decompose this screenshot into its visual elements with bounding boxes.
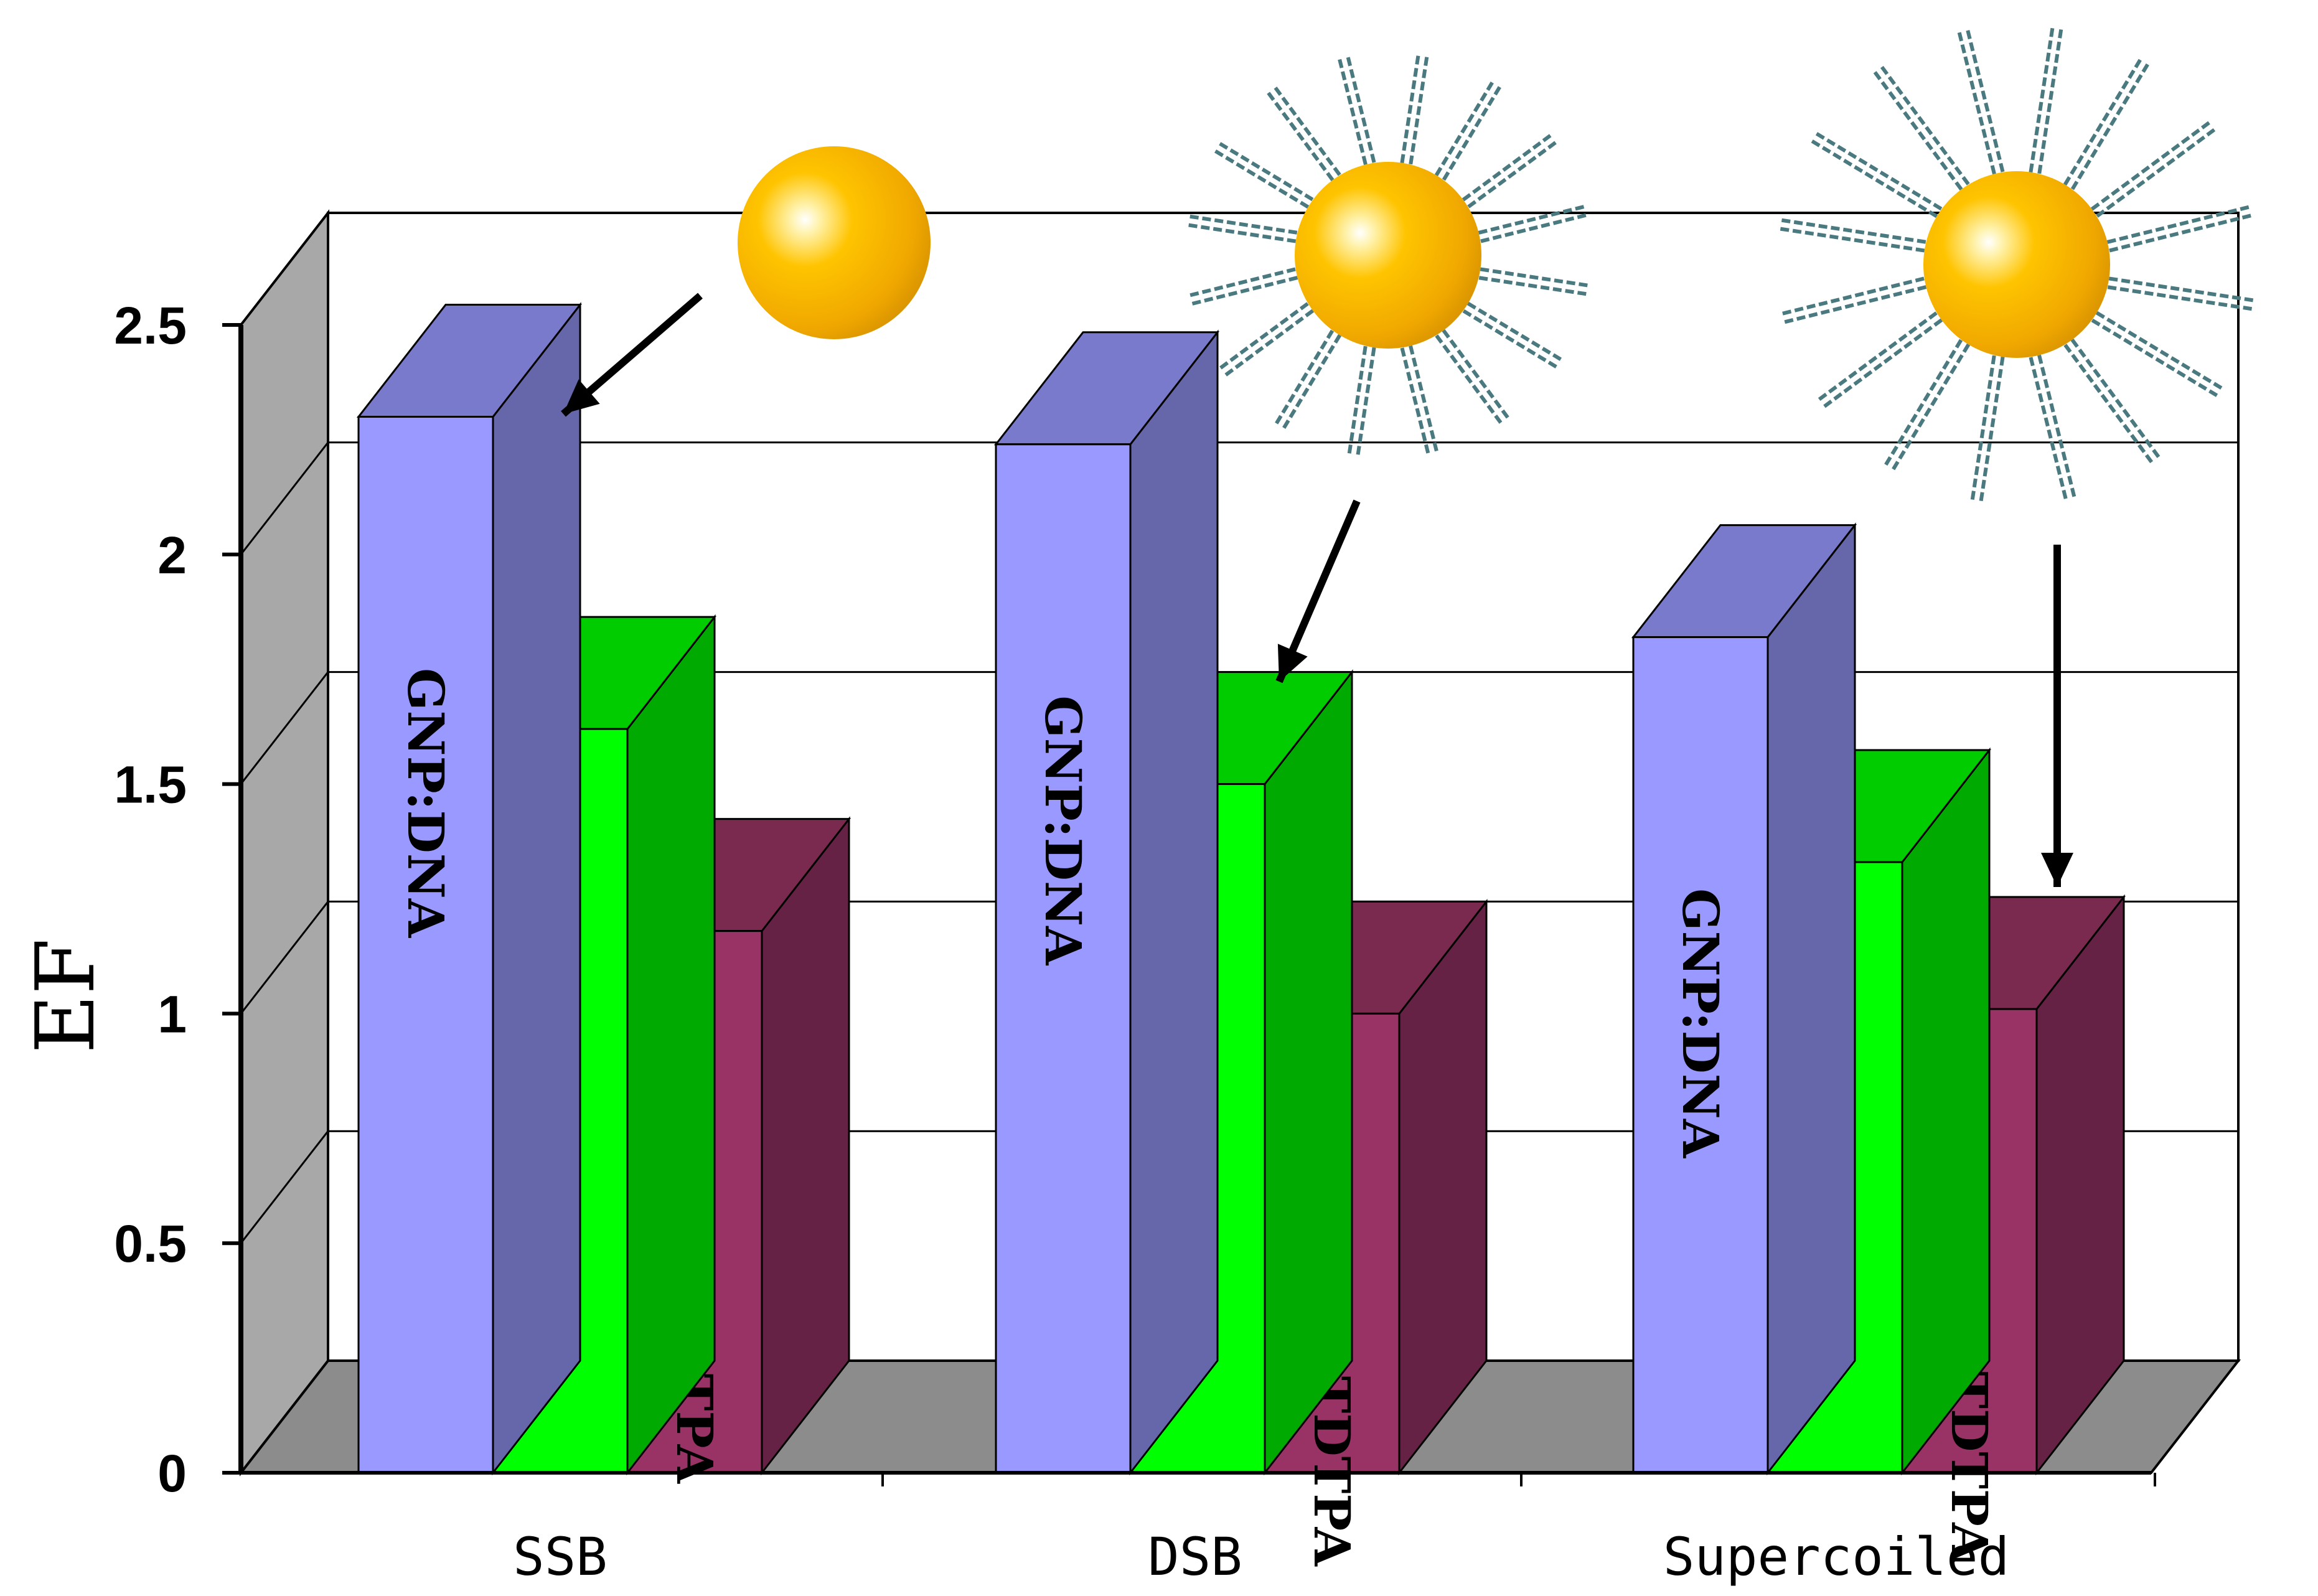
y-ticks: 0 0.5 1 1.5 2 2.5: [114, 296, 241, 1503]
dna-strand: [1478, 267, 1592, 297]
arrow-head: [2041, 853, 2073, 887]
bar-side: [1264, 669, 1353, 1476]
dna-strand: [1186, 267, 1298, 307]
dna-strand: [1957, 29, 2005, 175]
bar-label: GNP:DNA: [1671, 888, 1730, 1158]
bar-dsb-0: GNP:DNA: [993, 329, 1220, 1476]
gold-nanoparticle: [1295, 162, 1481, 349]
dna-strand: [1346, 345, 1376, 459]
bar-side: [1767, 522, 1856, 1476]
arrow-head: [563, 379, 600, 414]
x-category-label: Supercoiled: [1663, 1526, 2009, 1587]
dna-strand: [1336, 53, 1376, 166]
bar-side: [1129, 329, 1219, 1476]
y-tick-label: 1: [157, 985, 187, 1043]
bar-side: [761, 816, 850, 1476]
y-tick-label: 2.5: [114, 296, 187, 355]
nanoparticle-illustrations: [561, 27, 2255, 887]
dna-strand: [1434, 78, 1503, 181]
y-tick-label: 0.5: [114, 1214, 187, 1273]
dna-strand: [1400, 52, 1430, 165]
bar-side: [626, 614, 716, 1476]
bar-side: [492, 302, 581, 1476]
y-tick-label: 0: [157, 1444, 187, 1503]
arrow-head: [1277, 644, 1308, 682]
gridline-side: [240, 212, 329, 326]
gridline-side: [240, 901, 329, 1015]
bar-label: GNP:DNA: [396, 668, 455, 938]
arrow-ssb: [561, 293, 703, 417]
dna-strand: [2090, 121, 2216, 218]
axes: [238, 325, 2151, 1475]
dna-strand: [1435, 329, 1512, 427]
dna-shell-dsb: [1185, 52, 1592, 459]
y-tick-label: 2: [157, 526, 187, 584]
dna-strand: [1873, 65, 1970, 191]
gridline-side: [240, 1130, 329, 1244]
dna-strand: [1216, 302, 1315, 379]
gridline-side: [240, 671, 329, 785]
arrow-supercoiled: [2041, 545, 2073, 887]
dna-strand: [1400, 345, 1440, 458]
bar-supercoiled-0: GNP:DNA: [1631, 522, 1857, 1476]
dna-strand: [1810, 131, 1943, 218]
dna-strand: [1273, 329, 1342, 433]
dna-strand: [2029, 27, 2063, 174]
bar: [357, 416, 494, 1474]
bars: Au@DTDTPAAu@C11H23GNP:DNAAu@DTDTPAAu@C11…: [356, 302, 2126, 1567]
arrow-dsb: [1275, 499, 1361, 683]
bar: [1632, 636, 1769, 1474]
y-tick-label: 1.5: [114, 756, 187, 814]
dna-strand: [1462, 131, 1560, 209]
bar-side: [1901, 747, 1991, 1476]
gridline-side: [240, 441, 329, 555]
dna-strand: [1185, 214, 1298, 243]
bar-label: GNP:DNA: [1034, 695, 1092, 965]
x-category-label: DSB: [1148, 1526, 1242, 1587]
gold-nanoparticle: [1923, 171, 2110, 358]
dna-strand: [1478, 204, 1590, 243]
gold-nanoparticle: [738, 146, 931, 339]
bar: [995, 443, 1132, 1474]
bar-ssb-0: GNP:DNA: [356, 302, 583, 1476]
dna-strand: [1264, 83, 1341, 182]
x-categories: SSB DSB Supercoiled: [513, 1473, 2156, 1587]
dna-strand: [1462, 301, 1565, 370]
dna-strand: [2063, 58, 2150, 190]
left-wall: [240, 209, 329, 1476]
x-category-label: SSB: [513, 1526, 608, 1587]
dna-strand: [1211, 140, 1314, 209]
y-axis-label: EF: [18, 938, 113, 1053]
